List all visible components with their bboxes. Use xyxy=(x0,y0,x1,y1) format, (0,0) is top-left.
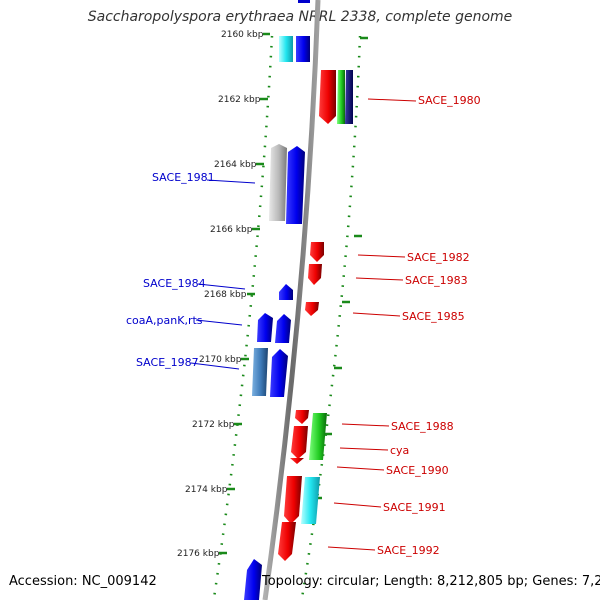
kbp-label: 2160 kbp xyxy=(221,30,264,40)
reverse-strand-genes xyxy=(244,36,310,600)
gene-label-sace-1990[interactable]: SACE_1990 xyxy=(386,464,449,477)
gene-label-sace-1987[interactable]: SACE_1987 xyxy=(136,356,199,369)
kbp-ruler: 2160 kbp 2162 kbp 2164 kbp 2166 kbp 2168… xyxy=(177,30,270,559)
gene-label-sace-1988[interactable]: SACE_1988 xyxy=(391,420,454,433)
gene-arrow-sace-1980-navy[interactable] xyxy=(345,70,353,124)
gene-arrow-blue-bottom[interactable] xyxy=(244,559,262,600)
leader-sace-1992 xyxy=(327,546,376,551)
accession-text: Accession: NC_009142 xyxy=(9,574,157,589)
leader-sace-1980 xyxy=(367,98,417,102)
gene-label-cya[interactable]: cya xyxy=(390,444,409,457)
gene-arrow-sace-1980-green[interactable] xyxy=(337,70,345,124)
map-title: Saccharopolyspora erythraea NRRL 2338, c… xyxy=(87,9,513,25)
gene-label-sace-1991[interactable]: SACE_1991 xyxy=(383,501,446,514)
gene-label-sace-1980[interactable]: SACE_1980 xyxy=(418,94,481,107)
gene-arrow-sace-1982[interactable] xyxy=(310,242,324,262)
gene-label-coaa-pank-rts[interactable]: coaA,panK,rts xyxy=(126,314,203,327)
gene-arrow-sace-1988[interactable] xyxy=(295,410,309,424)
gene-arrow-blue-2[interactable] xyxy=(270,349,288,397)
gene-arrow-sace-1991-red[interactable] xyxy=(284,476,302,524)
leader-sace-1983 xyxy=(355,277,404,281)
leader-sace-1988 xyxy=(341,423,390,427)
kbp-label: 2162 kbp xyxy=(218,95,261,105)
gene-arrow-sace-1981[interactable] xyxy=(286,146,305,224)
leader-sace-1985 xyxy=(352,312,401,317)
gene-arrow-grey[interactable] xyxy=(269,144,287,221)
genome-backbone xyxy=(262,0,321,600)
kbp-label: 2172 kbp xyxy=(192,420,235,430)
backbone-top-cap xyxy=(298,0,310,3)
leader-coaa xyxy=(195,319,243,326)
leader-sace-1981 xyxy=(206,179,256,184)
gene-arrow-sace-1980-red[interactable] xyxy=(319,70,336,124)
gene-arrow-sace-1988-green[interactable] xyxy=(309,413,327,460)
leader-sace-1982 xyxy=(357,254,406,258)
outer-track-ticks xyxy=(314,36,368,500)
gene-label-sace-1983[interactable]: SACE_1983 xyxy=(405,274,468,287)
gene-arrow-sace-1987[interactable] xyxy=(252,348,268,396)
gene-label-sace-1981[interactable]: SACE_1981 xyxy=(152,171,215,184)
kbp-label: 2174 kbp xyxy=(185,485,228,495)
gene-arrow-sace-1985[interactable] xyxy=(305,302,319,316)
genome-stats-text: Topology: circular; Length: 8,212,805 bp… xyxy=(262,574,600,589)
kbp-label: 2168 kbp xyxy=(204,290,247,300)
gene-arrow-sace-1991-cyan[interactable] xyxy=(301,477,320,524)
kbp-label: 2170 kbp xyxy=(199,355,242,365)
leader-cya xyxy=(339,447,389,451)
kbp-label: 2176 kbp xyxy=(177,549,220,559)
gene-arrow-blue[interactable] xyxy=(296,36,310,62)
gene-arrow-sace-1992[interactable] xyxy=(278,522,296,561)
gene-arrow-cyan[interactable] xyxy=(279,36,293,62)
gene-label-sace-1992[interactable]: SACE_1992 xyxy=(377,544,440,557)
leader-sace-1990 xyxy=(336,466,385,471)
forward-strand-genes xyxy=(278,70,353,561)
kbp-label: 2164 kbp xyxy=(214,160,257,170)
gene-arrow-sace-1990[interactable] xyxy=(290,458,304,464)
gene-arrow-sace-1983[interactable] xyxy=(308,264,322,285)
leader-sace-1991 xyxy=(333,502,382,508)
label-leaders xyxy=(190,98,417,551)
gene-arrow-cya[interactable] xyxy=(291,426,308,459)
leader-sace-1987 xyxy=(190,362,240,370)
kbp-label: 2166 kbp xyxy=(210,225,253,235)
gene-label-sace-1984[interactable]: SACE_1984 xyxy=(143,277,206,290)
gene-labels: SACE_1980 SACE_1981 SACE_1982 SACE_1983 … xyxy=(126,94,481,557)
gene-label-sace-1982[interactable]: SACE_1982 xyxy=(407,251,470,264)
gene-label-sace-1985[interactable]: SACE_1985 xyxy=(402,310,465,323)
gene-arrow-coaa-1[interactable] xyxy=(257,313,273,342)
gene-arrow-coaa-2[interactable] xyxy=(275,314,291,343)
gene-arrow-sace-1984[interactable] xyxy=(279,284,293,300)
leader-sace-1984 xyxy=(197,283,246,290)
